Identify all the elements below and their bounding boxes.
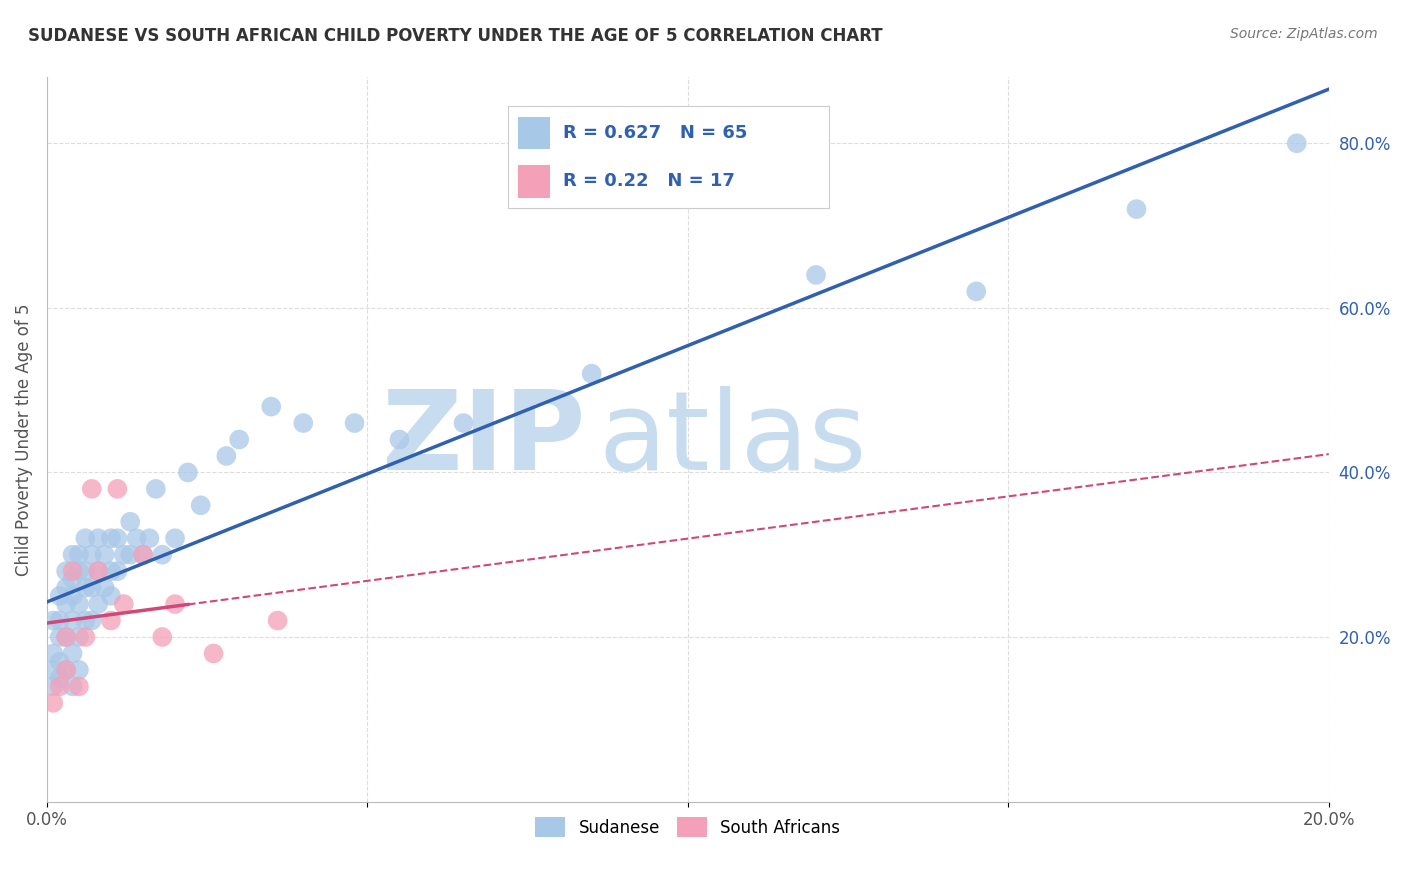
Text: ZIP: ZIP (382, 386, 585, 493)
Point (55, 663, 77, 677)
Point (48, 679, 70, 693)
Point (62, 647, 84, 661)
Point (48, 630, 70, 644)
Point (132, 548, 155, 562)
Point (1285, 136, 1308, 151)
Point (42, 696, 65, 710)
Point (112, 597, 135, 611)
Point (42, 647, 65, 661)
Point (1125, 202, 1147, 216)
Point (165, 531, 187, 545)
Point (55, 581, 77, 595)
Point (48, 589, 70, 603)
Point (48, 655, 70, 669)
Point (67, 679, 90, 693)
Point (75, 531, 97, 545)
Point (453, 416, 475, 430)
Point (965, 285, 987, 299)
Point (67, 630, 90, 644)
Point (87, 564, 110, 578)
Point (75, 614, 97, 628)
Point (48, 614, 70, 628)
Text: Source: ZipAtlas.com: Source: ZipAtlas.com (1230, 27, 1378, 41)
Legend: Sudanese, South Africans: Sudanese, South Africans (529, 810, 846, 844)
Point (80, 614, 103, 628)
Point (105, 564, 128, 578)
Point (42, 663, 65, 677)
Y-axis label: Child Poverty Under the Age of 5: Child Poverty Under the Age of 5 (15, 303, 32, 575)
Point (100, 531, 122, 545)
Point (145, 482, 167, 496)
Point (62, 548, 84, 562)
Point (87, 531, 110, 545)
Text: SUDANESE VS SOUTH AFRICAN CHILD POVERTY UNDER THE AGE OF 5 CORRELATION CHART: SUDANESE VS SOUTH AFRICAN CHILD POVERTY … (28, 27, 883, 45)
Point (105, 482, 128, 496)
Point (125, 531, 148, 545)
Point (343, 416, 366, 430)
Point (120, 515, 142, 529)
Point (42, 679, 65, 693)
Point (75, 630, 97, 644)
Point (228, 433, 250, 447)
Point (55, 630, 77, 644)
Point (100, 614, 122, 628)
Point (67, 548, 90, 562)
Point (266, 614, 288, 628)
Point (55, 663, 77, 677)
Point (75, 581, 97, 595)
Point (67, 597, 90, 611)
Point (388, 433, 411, 447)
Point (112, 548, 135, 562)
Point (62, 564, 84, 578)
Point (177, 466, 200, 480)
Point (120, 548, 142, 562)
Point (93, 548, 115, 562)
Point (100, 564, 122, 578)
Point (165, 597, 187, 611)
Point (80, 482, 103, 496)
Point (138, 531, 160, 545)
Point (55, 597, 77, 611)
Point (105, 531, 128, 545)
Point (150, 548, 173, 562)
Point (62, 679, 84, 693)
Point (292, 416, 315, 430)
Point (581, 367, 603, 381)
Point (202, 647, 225, 661)
Point (67, 564, 90, 578)
Point (67, 663, 90, 677)
Point (55, 630, 77, 644)
Point (215, 449, 238, 463)
Point (260, 400, 283, 414)
Point (48, 671, 70, 685)
Point (80, 548, 103, 562)
Point (100, 589, 122, 603)
Point (75, 564, 97, 578)
Point (93, 581, 115, 595)
Point (804, 268, 827, 282)
Point (62, 573, 84, 587)
Point (62, 614, 84, 628)
Point (80, 581, 103, 595)
Text: atlas: atlas (598, 386, 866, 493)
Point (87, 564, 110, 578)
Point (190, 499, 212, 513)
Point (150, 630, 173, 644)
Point (42, 614, 65, 628)
Point (132, 548, 155, 562)
Point (87, 597, 110, 611)
Point (62, 589, 84, 603)
Point (55, 564, 77, 578)
